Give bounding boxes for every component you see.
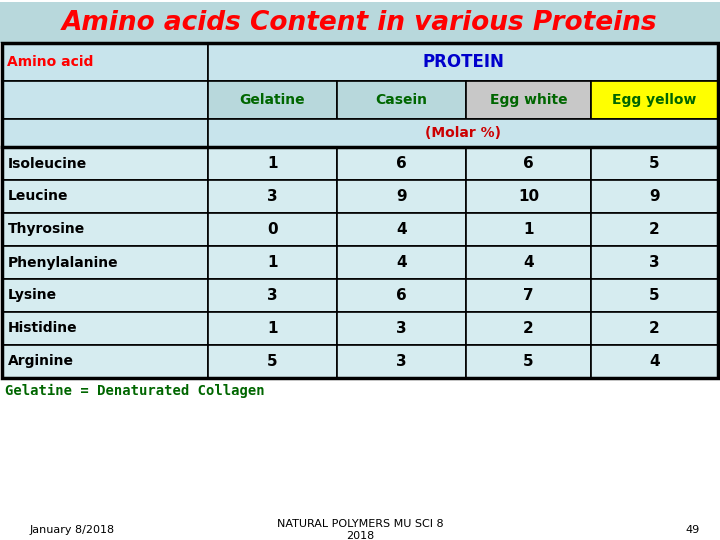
Bar [337,345,466,378]
Bar [2,345,208,378]
Bar [208,81,337,119]
Bar [337,147,466,180]
Bar [591,147,718,180]
Text: 4: 4 [396,222,407,237]
Bar [591,312,718,345]
Text: 2: 2 [523,321,534,336]
Bar [208,147,337,180]
Text: Egg yellow: Egg yellow [612,93,697,107]
Bar [2,279,208,312]
Text: 10: 10 [518,189,539,204]
Text: Phenylalanine: Phenylalanine [8,255,119,269]
Bar [337,312,466,345]
Bar [2,213,208,246]
Text: Amino acid: Amino acid [7,55,94,69]
Text: 3: 3 [396,354,407,369]
Bar [591,279,718,312]
Bar [466,345,591,378]
Text: 6: 6 [523,156,534,171]
Bar [591,180,718,213]
Bar [208,312,337,345]
Text: Histidine: Histidine [8,321,78,335]
Text: 4: 4 [523,255,534,270]
Text: 5: 5 [649,156,660,171]
Text: 9: 9 [649,189,660,204]
Bar [208,213,337,246]
Bar [466,213,591,246]
Bar [2,246,208,279]
Bar [0,2,720,43]
Bar [466,81,591,119]
Text: 2: 2 [649,321,660,336]
Text: 5: 5 [649,288,660,303]
Bar [337,279,466,312]
Text: 5: 5 [523,354,534,369]
Text: 3: 3 [649,255,660,270]
Bar [591,81,718,119]
Bar [2,81,208,119]
Text: 49: 49 [685,525,700,535]
Bar [2,43,208,81]
Bar [208,119,718,147]
Text: NATURAL POLYMERS MU SCI 8
2018: NATURAL POLYMERS MU SCI 8 2018 [276,519,444,540]
Bar [2,119,208,147]
Text: Isoleucine: Isoleucine [8,157,87,171]
Text: 5: 5 [267,354,278,369]
Bar [2,312,208,345]
Bar [208,246,337,279]
Bar [466,147,591,180]
Text: 3: 3 [267,288,278,303]
Bar [466,279,591,312]
Text: 1: 1 [267,156,278,171]
Text: 6: 6 [396,288,407,303]
Text: (Molar %): (Molar %) [425,126,501,140]
Text: 4: 4 [649,354,660,369]
Text: Gelatine: Gelatine [240,93,305,107]
Bar [591,213,718,246]
Bar [466,312,591,345]
Bar [2,180,208,213]
Text: 7: 7 [523,288,534,303]
Text: Thyrosine: Thyrosine [8,222,85,237]
Bar [2,43,718,378]
Text: 2: 2 [649,222,660,237]
Bar [208,279,337,312]
Bar [337,180,466,213]
Text: 0: 0 [267,222,278,237]
Text: 4: 4 [396,255,407,270]
Text: Casein: Casein [376,93,428,107]
Bar [337,213,466,246]
Text: 3: 3 [396,321,407,336]
Text: Leucine: Leucine [8,190,68,204]
Text: 1: 1 [523,222,534,237]
Bar [337,246,466,279]
Bar [466,180,591,213]
Bar [466,246,591,279]
Text: Egg white: Egg white [490,93,567,107]
Text: Arginine: Arginine [8,354,74,368]
Text: January 8/2018: January 8/2018 [30,525,115,535]
Text: PROTEIN: PROTEIN [422,53,504,71]
Bar [208,43,718,81]
Text: 3: 3 [267,189,278,204]
Bar [2,147,208,180]
Text: Lysine: Lysine [8,288,57,302]
Text: 9: 9 [396,189,407,204]
Bar [208,345,337,378]
Bar [208,180,337,213]
Text: Gelatine = Denaturated Collagen: Gelatine = Denaturated Collagen [5,384,265,398]
Bar [337,81,466,119]
Bar [591,345,718,378]
Text: 1: 1 [267,321,278,336]
Text: 1: 1 [267,255,278,270]
Bar [591,246,718,279]
Text: 6: 6 [396,156,407,171]
Text: Amino acids Content in various Proteins: Amino acids Content in various Proteins [62,10,658,36]
